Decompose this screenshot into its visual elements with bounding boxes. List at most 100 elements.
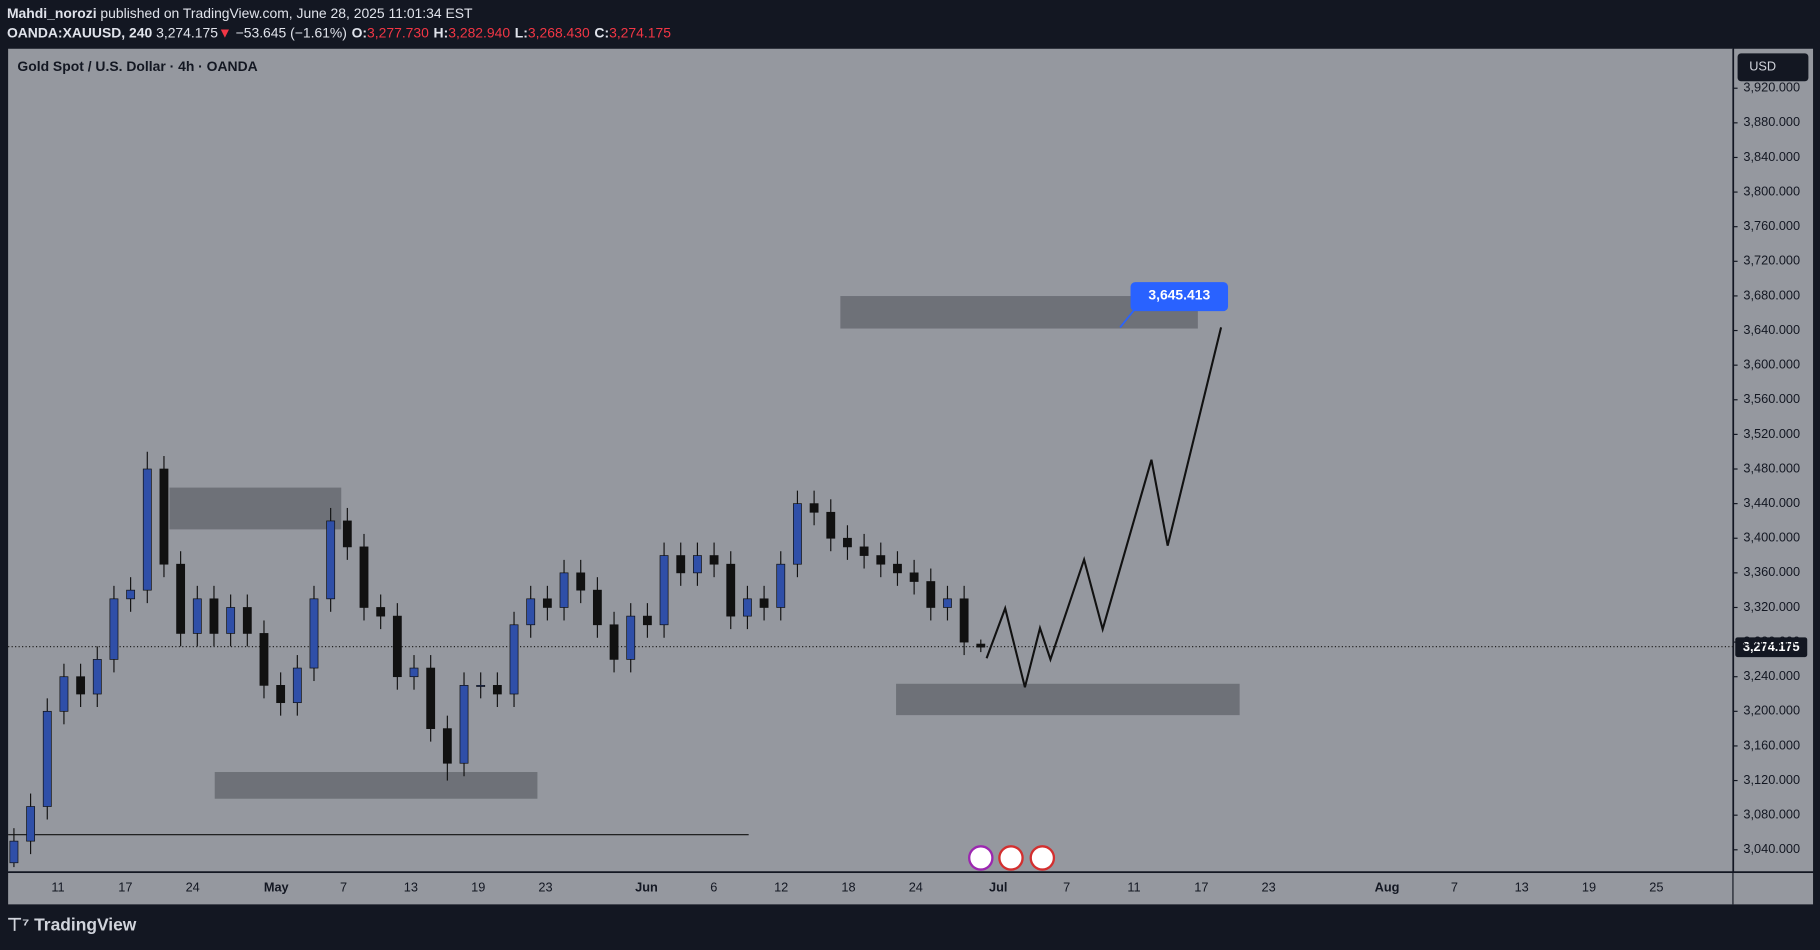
candle-body <box>292 667 302 704</box>
candle-body <box>492 685 502 695</box>
last-price-label: 3,274.175 <box>1743 639 1800 654</box>
candle-body <box>509 624 519 695</box>
arrow: ▼ <box>218 24 232 40</box>
candle-body <box>776 563 786 608</box>
candle-body <box>342 520 352 548</box>
label-pointer <box>1119 308 1136 328</box>
plot-area <box>8 48 1733 872</box>
candle-body <box>642 615 652 626</box>
candle-body <box>176 563 186 634</box>
target-box <box>1130 282 1229 312</box>
candle-body <box>326 520 336 600</box>
y-tick-label: 3,600.000 <box>1743 357 1800 372</box>
x-tick-label: 24 <box>909 879 923 894</box>
last-price-box <box>1735 637 1808 658</box>
candle-body <box>59 676 69 712</box>
candle-body <box>376 607 386 617</box>
candle-body <box>826 511 836 539</box>
x-tick-label: 7 <box>1451 879 1458 894</box>
candle-body <box>976 643 986 648</box>
y-tick-label: 3,720.000 <box>1743 253 1800 268</box>
y-tick-label: 3,280.000 <box>1743 633 1800 648</box>
chart-title: Gold Spot / U.S. Dollar · 4h · OANDA <box>17 58 257 74</box>
x-tick-label: Aug <box>1375 879 1400 894</box>
change: −53.645 (−1.61%) <box>236 24 347 40</box>
candle-body <box>893 563 902 574</box>
y-tick-label: 3,080.000 <box>1743 807 1800 822</box>
candle-body <box>276 685 286 704</box>
zone <box>896 683 1240 716</box>
x-tick-label: 18 <box>841 879 855 894</box>
x-tick-label: 13 <box>404 879 418 894</box>
candle-body <box>743 598 752 617</box>
x-tick-label: 25 <box>1649 879 1663 894</box>
ohlc-key: O: <box>352 24 367 40</box>
x-tick-label: Jul <box>989 879 1007 894</box>
candle-body <box>426 667 436 729</box>
price: 3,274.175 <box>156 24 218 40</box>
target-label: 3,645.413 <box>1148 287 1210 303</box>
candle-body <box>793 503 802 565</box>
candle-body <box>226 607 236 634</box>
x-tick-label: Jun <box>635 879 658 894</box>
y-tick-label: 3,200.000 <box>1743 703 1800 718</box>
candle-body <box>26 806 36 842</box>
published: published on TradingView.com, June 28, 2… <box>97 5 473 21</box>
candle-body <box>392 615 402 678</box>
candle-body <box>676 555 686 574</box>
candle-body <box>192 598 202 634</box>
candle-body <box>709 555 719 565</box>
ohlc-value: 3,268.430 <box>528 24 590 40</box>
candle-body <box>943 598 952 608</box>
candle-body <box>542 598 552 608</box>
y-tick-label: 3,320.000 <box>1743 599 1800 614</box>
x-tick-label: 23 <box>1262 879 1276 894</box>
y-tick-label: 3,760.000 <box>1743 218 1800 233</box>
x-tick-label: 7 <box>1063 879 1070 894</box>
candle-body <box>876 555 886 565</box>
candle-body <box>576 572 586 591</box>
zones <box>169 296 1240 799</box>
y-tick-label: 3,360.000 <box>1743 564 1800 579</box>
y-tick-label: 3,680.000 <box>1743 287 1800 302</box>
zone <box>169 487 342 530</box>
author: Mahdi_norozi <box>7 5 97 21</box>
brand-logo: ⊤⁷ TradingView <box>7 914 137 934</box>
x-tick-label: 7 <box>340 879 347 894</box>
candle-body <box>126 589 136 600</box>
candle-body <box>76 676 86 695</box>
candle-body <box>592 589 602 626</box>
x-tick-label: 11 <box>1127 879 1140 894</box>
candle-body <box>926 581 936 608</box>
x-tick-label: 19 <box>1582 879 1596 894</box>
zone <box>214 772 538 799</box>
ohlc-key: L: <box>515 24 528 40</box>
y-tick-label: 3,040.000 <box>1743 841 1800 856</box>
currency: USD <box>1749 59 1776 74</box>
x-tick-label: 24 <box>186 879 200 894</box>
icon <box>968 845 994 871</box>
x-tick-label: 23 <box>538 879 552 894</box>
y-tick-label: 3,640.000 <box>1743 322 1800 337</box>
y-tick-label: 3,240.000 <box>1743 668 1800 683</box>
candle-body <box>409 667 419 678</box>
y-tick-label: 3,440.000 <box>1743 495 1800 510</box>
x-tick-label: 17 <box>118 879 132 894</box>
candle-body <box>859 546 869 556</box>
y-tick-label: 3,400.000 <box>1743 530 1800 545</box>
x-tick-label: 19 <box>471 879 485 894</box>
symbol: OANDA:XAUUSD, 240 <box>7 24 153 40</box>
x-tick-label: 17 <box>1194 879 1208 894</box>
x-tick-label: 11 <box>51 879 64 894</box>
candle-body <box>209 598 219 634</box>
candle-body <box>242 607 252 634</box>
currency-box <box>1737 53 1809 82</box>
ohlc-key: H: <box>434 24 449 40</box>
event-icons <box>968 845 1056 871</box>
candle-body <box>476 685 486 687</box>
y-tick-label: 3,560.000 <box>1743 391 1800 406</box>
candle-body <box>692 555 702 574</box>
candle-body <box>626 615 636 660</box>
y-tick-label: 3,880.000 <box>1743 114 1800 129</box>
